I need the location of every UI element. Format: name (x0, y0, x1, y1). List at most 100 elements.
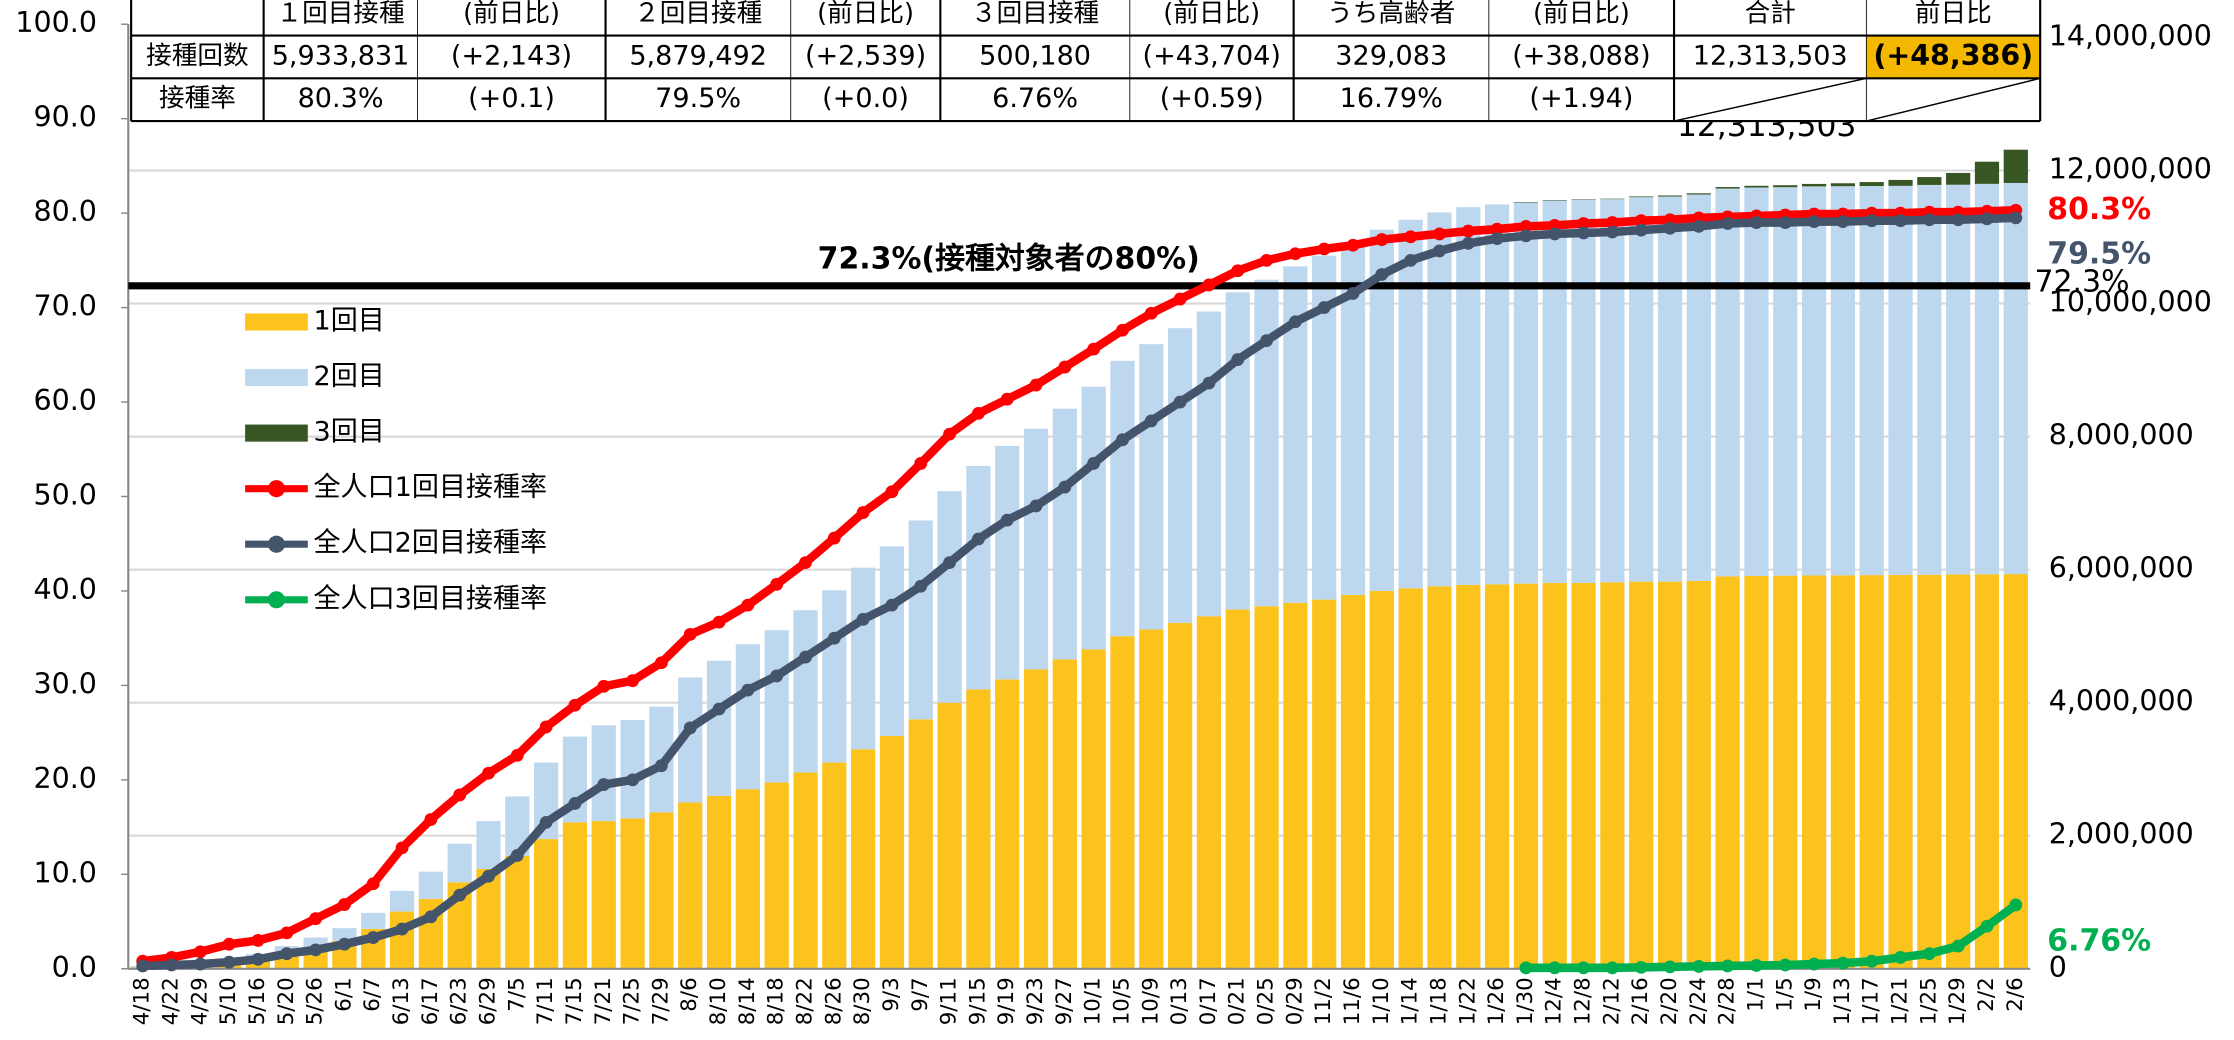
rate-marker (1577, 217, 1590, 230)
rate-marker (827, 631, 841, 645)
table-cell: 329,083 (1335, 40, 1447, 71)
bar (1398, 588, 1423, 969)
table-header: １回目接種 (276, 0, 404, 28)
table-header: ２回目接種 (634, 0, 762, 28)
x-tick-label: 2/6 (2003, 977, 2028, 1011)
rate-marker (1116, 323, 1129, 337)
rate-marker (338, 937, 351, 951)
x-tick-label: 7/25 (620, 977, 645, 1025)
rate-marker (1807, 957, 1821, 971)
rate-marker (1577, 226, 1590, 240)
bar (1773, 185, 1798, 188)
end-label: 80.3% (2047, 192, 2151, 227)
rate-marker (1548, 227, 1562, 241)
x-tick-label: 6/7 (360, 977, 385, 1011)
bar (1196, 311, 1222, 617)
bar (1859, 185, 1884, 576)
table-header: (前日比) (817, 0, 914, 28)
x-tick-label: 1/14 (1398, 977, 1423, 1025)
bar (1773, 575, 1798, 969)
rate-marker (1634, 960, 1648, 974)
rate-marker (1865, 954, 1879, 968)
x-tick-label: 1/5 (1772, 977, 1797, 1011)
y2-tick-label: 2,000,000 (2049, 818, 2194, 851)
x-tick-label: 11/6 (1340, 977, 1365, 1025)
x-tick-label: 11/2 (1311, 977, 1336, 1025)
row-label: 接種率 (159, 84, 236, 114)
y-tick-label: 60.0 (34, 384, 97, 417)
rate-marker (1692, 219, 1706, 233)
rate-marker (1836, 215, 1850, 229)
diagonal (1866, 77, 2041, 122)
rate-marker (914, 579, 928, 593)
x-tick-label: 1/29 (1945, 977, 1970, 1025)
bar (937, 491, 962, 703)
rate-marker (1922, 213, 1936, 227)
bar (1830, 186, 1855, 576)
rate-marker (626, 674, 639, 688)
rate-marker (1029, 378, 1043, 392)
bar (1686, 194, 1711, 581)
y2-tick-label: 14,000,000 (2049, 20, 2212, 53)
rate-marker (1951, 939, 1965, 953)
table-cell: 5,933,831 (272, 40, 410, 71)
x-tick-label: 0/21 (1225, 977, 1250, 1025)
rate-marker (1922, 947, 1936, 961)
bar (1715, 576, 1740, 969)
bar (1773, 187, 1798, 576)
rate-marker (971, 406, 985, 420)
bar (418, 871, 443, 899)
x-tick-label: 10/5 (1109, 977, 1134, 1025)
bar (1571, 199, 1596, 583)
y-tick-label: 20.0 (34, 762, 97, 795)
bar (1946, 172, 1971, 185)
x-tick-label: 10/1 (1081, 977, 1106, 1025)
rate-marker (222, 955, 236, 969)
bar (995, 679, 1020, 969)
bar (1427, 586, 1452, 969)
bar (1023, 428, 1049, 670)
x-tick-label: 5/10 (216, 977, 241, 1025)
x-tick-label: 0/13 (1167, 977, 1192, 1025)
table-cell: (+0.59) (1160, 83, 1264, 114)
bar (1974, 183, 2000, 575)
x-tick-label: 4/18 (130, 977, 155, 1025)
bar (1888, 574, 1913, 969)
x-tick-label: 8/10 (706, 977, 731, 1025)
rate-marker (1577, 961, 1590, 975)
x-tick-label: 1/21 (1888, 977, 1913, 1025)
rate-marker (1000, 392, 1014, 406)
rate-marker (1288, 247, 1302, 261)
rate-marker (1317, 301, 1331, 314)
bar (908, 719, 933, 969)
bar (1456, 584, 1481, 969)
rate-marker (1433, 227, 1446, 241)
bar (1542, 200, 1567, 583)
row-label: 接種回数 (146, 41, 248, 71)
legend-marker (267, 591, 285, 609)
x-tick-label: 9/3 (879, 977, 904, 1011)
bar (1225, 292, 1250, 610)
rate-marker (1519, 961, 1533, 975)
legend-marker (267, 535, 285, 553)
bar (1657, 581, 1683, 969)
bar (1744, 187, 1769, 576)
rate-marker (741, 598, 755, 612)
bar (678, 802, 703, 969)
rate-marker (1433, 244, 1446, 258)
x-tick-label: 8/6 (677, 977, 702, 1011)
y-tick-label: 100.0 (15, 6, 97, 39)
rate-marker (1634, 223, 1648, 237)
bar (1629, 197, 1654, 582)
bar (1139, 629, 1164, 969)
rate-marker (654, 656, 668, 670)
bar (591, 725, 616, 822)
rate-marker (1461, 236, 1475, 250)
bar (389, 911, 415, 969)
rate-marker (1029, 499, 1043, 513)
rate-marker (683, 721, 697, 735)
bar (620, 719, 645, 819)
table-header: (前日比) (1163, 0, 1260, 28)
bar (1801, 186, 1827, 576)
